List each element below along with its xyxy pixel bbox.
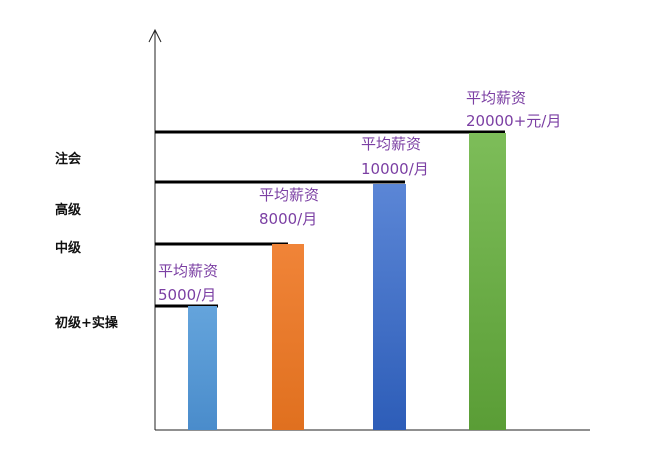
bar-chuji: [188, 306, 217, 430]
bar-label-value: 5000/月: [158, 286, 216, 304]
bar-label-title: 平均薪资: [361, 135, 421, 153]
level-label-gaoji: 高级: [55, 202, 82, 218]
bar-label-value: 10000/月: [361, 160, 429, 178]
y-axis-arrow-icon: [148, 28, 162, 43]
bar-label-title: 平均薪资: [259, 186, 319, 204]
bar-label-title: 平均薪资: [158, 262, 218, 280]
bar-zhongji: [272, 244, 304, 430]
bar-label-value: 8000/月: [259, 210, 317, 228]
level-label-zhongji: 中级: [55, 240, 82, 256]
bar-label-title: 平均薪资: [466, 89, 526, 107]
bar-gaoji: [373, 184, 406, 430]
bar-zhuhui: [469, 133, 506, 430]
level-label-chuji: 初级+实操: [55, 315, 118, 331]
bar-label-value: 20000+元/月: [466, 112, 561, 130]
level-label-zhuhui: 注会: [55, 151, 82, 167]
